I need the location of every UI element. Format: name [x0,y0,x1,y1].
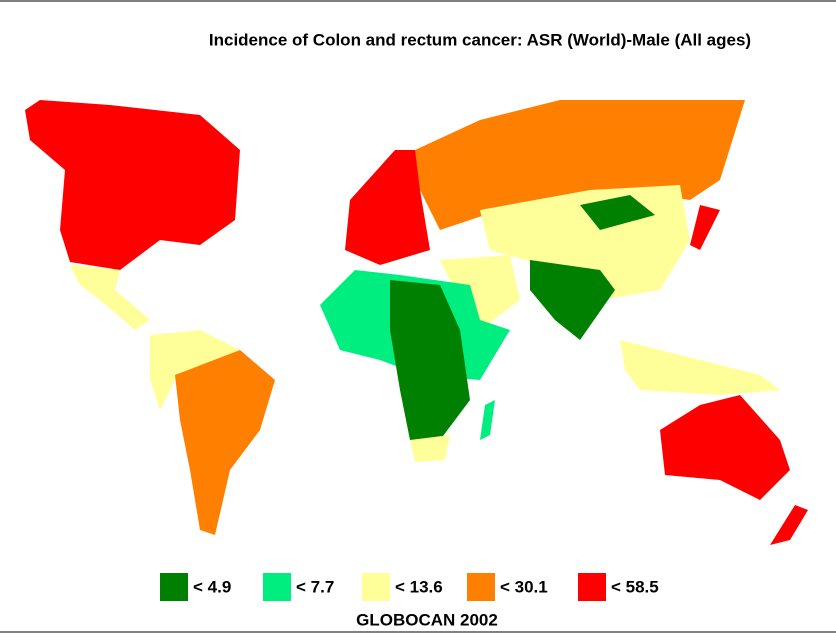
legend-label: < 7.7 [296,577,334,596]
south-america-south [175,350,275,535]
madagascar [480,400,495,440]
india [530,260,615,340]
russia [415,100,745,230]
legend-label: < 58.5 [611,577,659,596]
mongolia [580,195,655,230]
footer: GLOBOCAN 2002 [356,610,498,629]
legend-label: < 4.9 [193,577,231,596]
japan [690,205,720,250]
australia [660,395,790,500]
legend-label: < 30.1 [500,577,548,596]
legend-swatch [263,573,291,601]
legend-swatch [362,573,390,601]
legend-swatch [578,573,606,601]
legend: < 4.9 < 7.7 < 13.6 < 30.1 < 58.5 [160,573,659,601]
legend-label: < 13.6 [395,577,443,596]
legend-swatch [160,573,188,601]
world-map [25,100,808,545]
legend-swatch [467,573,495,601]
central-america [70,265,150,330]
title: Incidence of Colon and rectum cancer: AS… [209,30,751,49]
north-america [25,100,240,270]
europe [345,150,430,265]
southeast-asia [620,340,780,395]
new-zealand [770,505,808,545]
southern-africa [410,435,450,462]
middle-east [440,255,520,330]
central-africa [390,280,470,440]
